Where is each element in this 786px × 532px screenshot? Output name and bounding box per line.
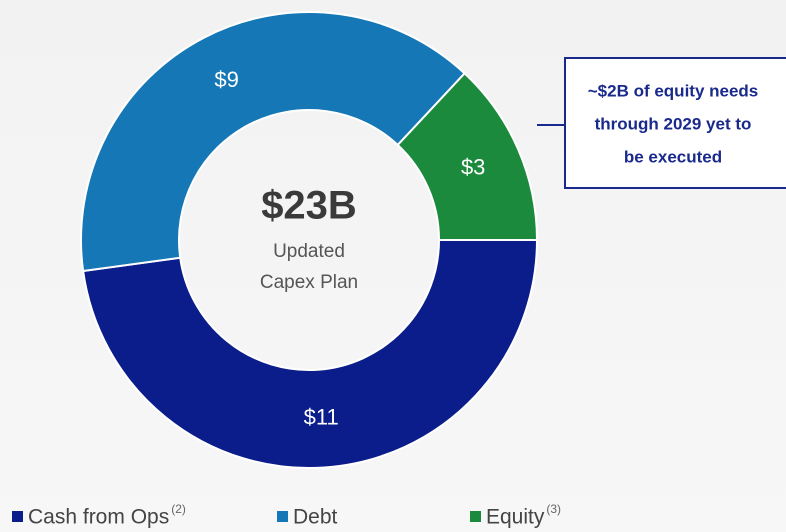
- center-label: $23B: [261, 184, 357, 228]
- callout-text: through 2029 yet to: [595, 114, 752, 133]
- donut-slice: [396, 71, 539, 241]
- legend-label: Debt: [293, 506, 338, 529]
- legend-label: Equity: [486, 506, 545, 529]
- donut-slice: [81, 239, 539, 469]
- slice-label: $3: [461, 154, 485, 179]
- legend-swatch: [277, 511, 288, 522]
- slice-label: $9: [214, 67, 238, 92]
- slice-label: $11: [304, 404, 339, 429]
- legend-note: (3): [546, 502, 561, 516]
- callout-text: be executed: [624, 147, 722, 166]
- center-caption: Capex Plan: [260, 272, 358, 293]
- callout-box: [564, 57, 786, 189]
- legend-swatch: [12, 511, 23, 522]
- legend-note: (2): [171, 502, 186, 516]
- center-caption: Updated: [273, 241, 345, 262]
- legend-label: Cash from Ops: [28, 506, 169, 529]
- legend-swatch: [470, 511, 481, 522]
- callout-text: ~$2B of equity needs: [588, 81, 759, 100]
- donut-slice: [80, 11, 467, 273]
